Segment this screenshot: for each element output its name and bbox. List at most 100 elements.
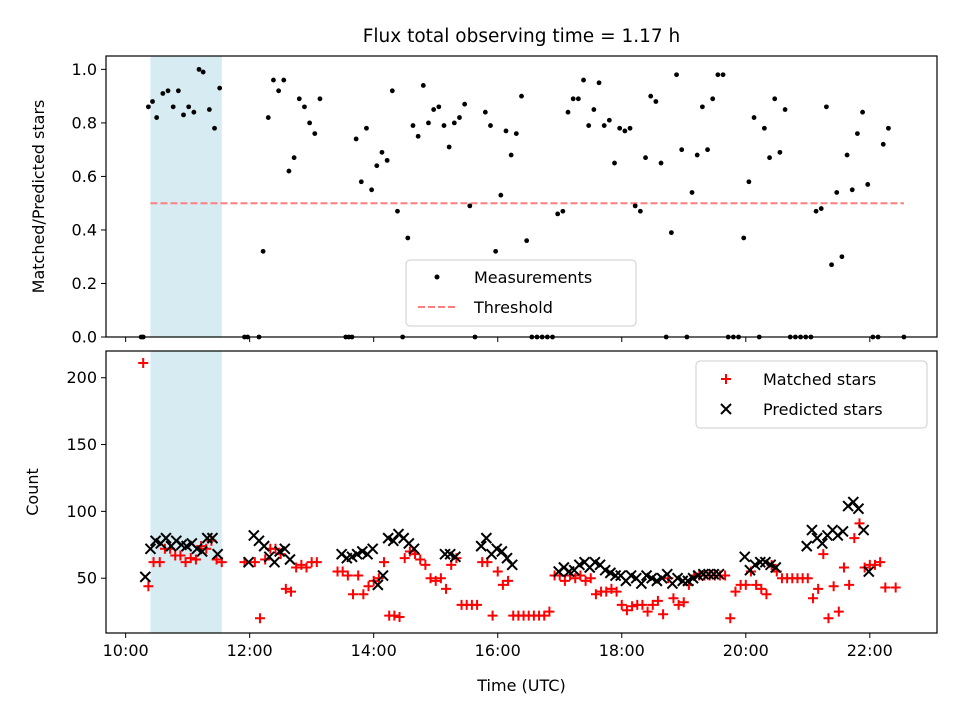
measurement-point — [601, 123, 607, 128]
matched-star-point — [420, 559, 431, 570]
predicted-star-point — [739, 551, 751, 563]
measurement-point — [767, 155, 772, 161]
matched-star-point — [570, 573, 581, 584]
measurement-point — [829, 262, 834, 268]
ratio-legend-box — [405, 259, 637, 327]
matched-star-point — [838, 562, 849, 573]
count-plot-frame — [105, 350, 938, 634]
matched-star-point — [606, 583, 617, 594]
measurement-point — [389, 88, 395, 94]
legend-predicted-marker — [720, 403, 732, 415]
matched-star-point — [869, 559, 880, 570]
measurement-point — [467, 203, 473, 209]
measurement-point — [653, 99, 659, 104]
matched-star-point — [833, 606, 844, 617]
predicted-star-point — [713, 568, 725, 580]
measurement-point — [217, 85, 223, 91]
measurement-point — [637, 208, 643, 214]
predicted-stars-points — [139, 496, 875, 591]
predicted-star-point — [506, 559, 518, 571]
measurement-point — [196, 66, 202, 72]
matched-star-point — [761, 589, 772, 600]
measurement-point — [281, 77, 287, 83]
matched-star-point — [441, 583, 452, 594]
matched-star-point — [255, 613, 266, 624]
measurement-point — [622, 128, 628, 134]
matched-star-point — [175, 550, 186, 561]
measurement-point — [560, 208, 566, 214]
x-tick-label: 20:00 — [723, 641, 769, 660]
count-y-axis-label: Count — [23, 468, 42, 516]
matched-star-point — [652, 595, 663, 606]
matched-star-point — [415, 554, 426, 565]
matched-star-point — [627, 601, 638, 612]
measurement-point — [689, 190, 695, 195]
measurement-point — [555, 211, 561, 217]
measurement-point — [860, 109, 865, 115]
predicted-star-point — [677, 575, 689, 587]
predicted-star-point — [635, 577, 648, 590]
matched-star-point — [539, 610, 550, 621]
matched-star-point — [373, 573, 384, 584]
predicted-star-point — [372, 579, 384, 591]
predicted-star-point — [702, 568, 715, 580]
predicted-star-point — [160, 532, 172, 544]
matched-star-point — [404, 546, 415, 557]
matched-star-point — [642, 606, 653, 617]
matched-star-point — [828, 581, 839, 592]
measurement-point — [772, 96, 778, 102]
matched-star-point — [190, 554, 201, 565]
measurement-point — [627, 125, 633, 131]
matched-star-point — [611, 586, 622, 597]
matched-star-point — [673, 599, 684, 610]
predicted-star-point — [139, 571, 151, 583]
ratio-y-tick-label: 0.8 — [72, 113, 97, 132]
matched-star-point — [849, 533, 860, 544]
measurement-point — [679, 147, 685, 153]
matched-star-point — [497, 579, 508, 590]
matched-star-point — [813, 583, 824, 594]
predicted-star-point — [816, 537, 828, 550]
matched-star-point — [647, 599, 658, 610]
measurement-point — [741, 235, 747, 241]
measurement-point — [291, 155, 297, 161]
measurement-point — [191, 109, 197, 115]
measurement-point — [358, 179, 364, 185]
measurement-point — [170, 104, 176, 110]
measurement-point — [154, 115, 160, 120]
measurement-point — [307, 120, 313, 126]
measurement-point — [175, 88, 181, 94]
measurement-point — [206, 107, 212, 112]
predicted-star-point — [801, 540, 813, 552]
measurement-point — [379, 149, 385, 155]
legend-matched-marker — [721, 374, 731, 384]
measurement-point — [317, 96, 323, 102]
matched-star-point — [201, 543, 212, 554]
count-x-ticks: 10:00 12:00 14:00 16:00 18:00 20:00 22:00 — [103, 633, 893, 660]
measurement-point — [462, 101, 468, 107]
ratio-legend: Measurements Threshold — [405, 259, 637, 327]
measurement-point — [200, 69, 206, 75]
x-axis-label: Time (UTC) — [476, 676, 565, 695]
measurement-point — [498, 192, 504, 198]
matched-star-point — [720, 570, 731, 581]
predicted-star-point — [475, 540, 487, 552]
measurement-point — [265, 115, 271, 120]
matched-star-point — [425, 573, 436, 584]
measurement-point — [880, 141, 886, 147]
measurement-point — [581, 77, 586, 83]
measurement-point — [720, 72, 726, 78]
matched-star-point — [249, 557, 260, 568]
matched-star-point — [492, 566, 503, 577]
measurement-point — [446, 144, 452, 150]
predicted-star-point — [661, 568, 673, 580]
ratio-y-axis-label: Matched/Predicted stars — [29, 100, 48, 294]
matched-star-point — [337, 566, 348, 577]
matched-star-point — [575, 570, 586, 581]
measurement-point — [415, 133, 421, 139]
measurement-point — [441, 123, 447, 128]
x-tick-label: 12:00 — [227, 641, 273, 660]
measurement-point — [818, 206, 824, 211]
ratio-y-ticks: 0.0 0.2 0.4 0.6 0.8 1.0 — [72, 60, 106, 347]
x-tick-label: 22:00 — [847, 641, 893, 660]
